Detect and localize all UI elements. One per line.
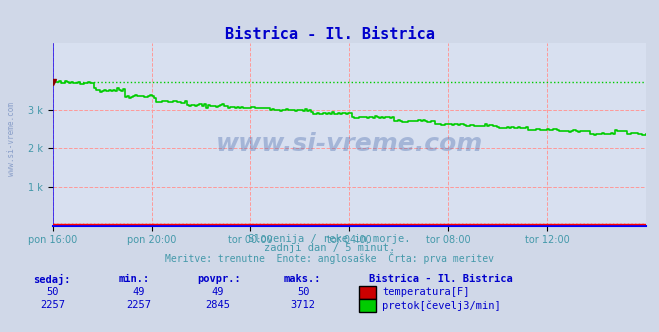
Text: zadnji dan / 5 minut.: zadnji dan / 5 minut.: [264, 243, 395, 253]
Text: Meritve: trenutne  Enote: anglosaške  Črta: prva meritev: Meritve: trenutne Enote: anglosaške Črta…: [165, 252, 494, 264]
Text: Slovenija / reke in morje.: Slovenija / reke in morje.: [248, 234, 411, 244]
Text: povpr.:: povpr.:: [198, 274, 241, 284]
Text: 3712: 3712: [291, 300, 316, 310]
Text: 2257: 2257: [40, 300, 65, 310]
Text: 49: 49: [132, 287, 144, 297]
Text: www.si-vreme.com: www.si-vreme.com: [215, 131, 483, 156]
Text: 49: 49: [212, 287, 223, 297]
Text: 50: 50: [297, 287, 309, 297]
Text: 2257: 2257: [126, 300, 151, 310]
Text: min.:: min.:: [119, 274, 150, 284]
Text: 50: 50: [47, 287, 59, 297]
Text: sedaj:: sedaj:: [33, 274, 71, 285]
Text: 2845: 2845: [205, 300, 230, 310]
Text: Bistrica - Il. Bistrica: Bistrica - Il. Bistrica: [225, 27, 434, 42]
Text: Bistrica - Il. Bistrica: Bistrica - Il. Bistrica: [369, 274, 513, 284]
Text: maks.:: maks.:: [283, 274, 321, 284]
Text: pretok[čevelj3/min]: pretok[čevelj3/min]: [382, 300, 501, 311]
Text: temperatura[F]: temperatura[F]: [382, 287, 470, 297]
Text: www.si-vreme.com: www.si-vreme.com: [7, 103, 16, 176]
